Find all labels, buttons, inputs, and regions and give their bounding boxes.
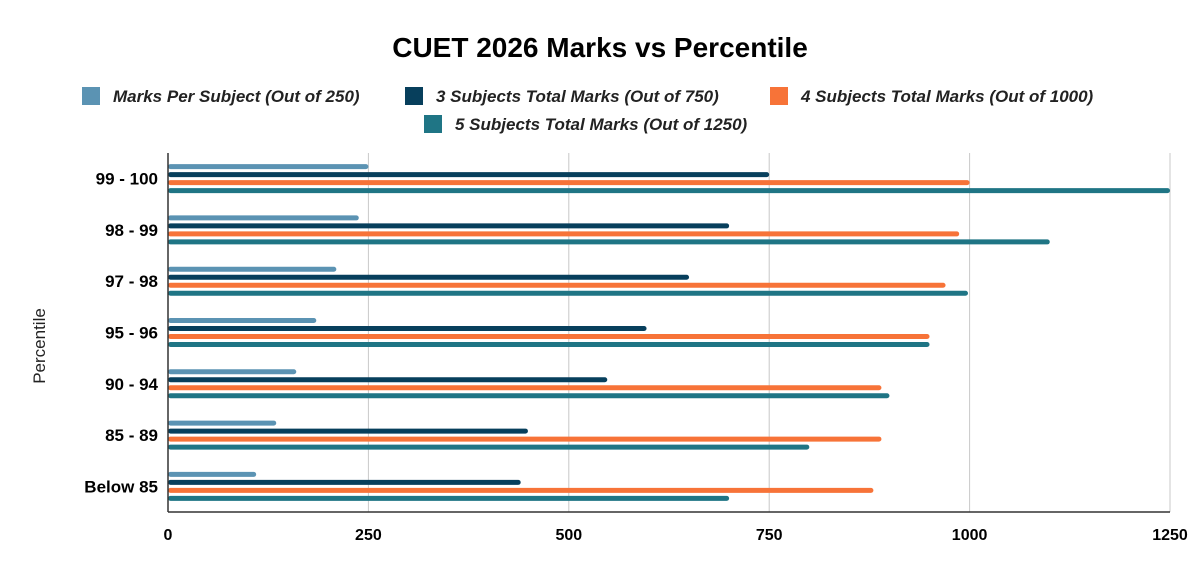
legend-label: 3 Subjects Total Marks (Out of 750): [436, 87, 719, 106]
x-tick-label: 0: [164, 527, 173, 544]
x-tick-label: 1250: [1152, 527, 1188, 544]
bar: [168, 495, 730, 501]
y-tick-label: 95 - 96: [105, 324, 158, 343]
x-tick-labels: 0 250 500 750 1000 1250: [164, 527, 1188, 544]
bar: [168, 223, 730, 229]
x-tick-label: 1000: [952, 527, 988, 544]
legend-swatch: [770, 87, 788, 105]
y-tick-labels: 99 - 100 98 - 99 97 - 98 95 - 96 90 - 94 85 -…: [84, 170, 158, 497]
y-tick-label: Below 85: [84, 477, 158, 496]
gridlines: [367, 153, 1171, 512]
y-tick-label: 85 - 89: [105, 426, 158, 445]
bar: [168, 266, 337, 272]
bar: [168, 369, 297, 375]
bar: [168, 282, 946, 288]
bar: [168, 188, 1170, 194]
bar: [168, 239, 1050, 245]
bar: [168, 164, 369, 170]
chart-title: CUET 2026 Marks vs Percentile: [392, 32, 808, 63]
bar: [168, 172, 770, 178]
legend-label: Marks Per Subject (Out of 250): [113, 87, 360, 106]
bar: [168, 444, 810, 450]
x-tick-label: 250: [355, 527, 382, 544]
bar: [168, 274, 690, 280]
legend-label: 5 Subjects Total Marks (Out of 1250): [455, 115, 748, 134]
bars: [168, 164, 1170, 501]
bar: [168, 377, 608, 383]
y-axis-label: Percentile: [30, 308, 49, 384]
y-tick-label: 99 - 100: [96, 170, 158, 189]
bar: [168, 393, 890, 399]
bar: [168, 318, 317, 323]
bar: [168, 428, 528, 434]
bar: [168, 436, 882, 442]
legend-swatch: [424, 115, 442, 133]
legend-label: 4 Subjects Total Marks (Out of 1000): [800, 87, 1094, 106]
legend-swatch: [82, 87, 100, 105]
y-tick-label: 98 - 99: [105, 221, 158, 240]
bar: [168, 326, 647, 331]
bar: [168, 231, 960, 237]
bar: [168, 479, 521, 485]
bar: [168, 180, 970, 186]
x-tick-label: 750: [756, 527, 783, 544]
bar: [168, 487, 874, 493]
bar: [168, 420, 277, 426]
y-tick-label: 97 - 98: [105, 272, 158, 291]
bar: [168, 215, 359, 221]
axes: [167, 153, 1170, 513]
legend: Marks Per Subject (Out of 250) 3 Subjects…: [82, 87, 1094, 134]
bar: [168, 342, 930, 347]
bar: [168, 290, 968, 296]
y-tick-label: 90 - 94: [105, 375, 158, 394]
bar: [168, 334, 930, 339]
legend-swatch: [405, 87, 423, 105]
bar: [168, 471, 257, 477]
x-tick-label: 500: [555, 527, 582, 544]
bar: [168, 385, 882, 391]
